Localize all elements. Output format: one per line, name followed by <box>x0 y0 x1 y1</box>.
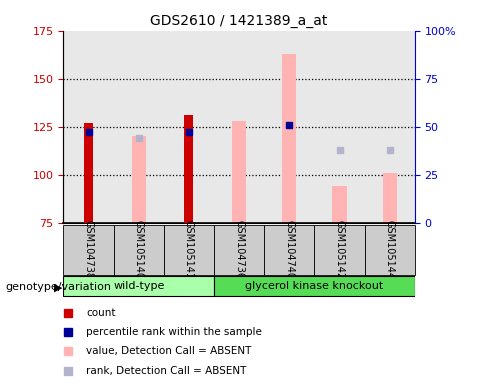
Bar <box>282 54 296 223</box>
FancyBboxPatch shape <box>365 225 415 275</box>
Bar <box>164 31 214 223</box>
FancyBboxPatch shape <box>63 225 114 275</box>
Text: GSM104736: GSM104736 <box>234 220 244 279</box>
Bar <box>332 186 346 223</box>
Bar <box>132 136 146 223</box>
Bar <box>84 123 93 223</box>
Text: GSM105142: GSM105142 <box>334 220 345 279</box>
Text: GSM105144: GSM105144 <box>385 220 395 279</box>
Title: GDS2610 / 1421389_a_at: GDS2610 / 1421389_a_at <box>150 14 328 28</box>
FancyBboxPatch shape <box>164 225 214 275</box>
FancyBboxPatch shape <box>264 225 314 275</box>
Bar <box>114 31 164 223</box>
FancyBboxPatch shape <box>114 225 164 275</box>
Bar <box>314 31 365 223</box>
Text: percentile rank within the sample: percentile rank within the sample <box>86 327 262 337</box>
Text: GSM105140: GSM105140 <box>134 220 144 279</box>
Bar <box>214 31 264 223</box>
FancyBboxPatch shape <box>214 225 264 275</box>
FancyBboxPatch shape <box>314 225 365 275</box>
Text: rank, Detection Call = ABSENT: rank, Detection Call = ABSENT <box>86 366 246 376</box>
Text: glycerol kinase knockout: glycerol kinase knockout <box>245 281 384 291</box>
FancyBboxPatch shape <box>63 276 214 296</box>
Text: GSM104738: GSM104738 <box>83 220 94 279</box>
Bar <box>365 31 415 223</box>
Text: genotype/variation: genotype/variation <box>5 282 111 292</box>
Bar <box>264 31 314 223</box>
Bar <box>184 115 193 223</box>
Text: GSM105141: GSM105141 <box>184 220 194 279</box>
Text: count: count <box>86 308 116 318</box>
Text: GSM104740: GSM104740 <box>285 220 294 279</box>
Text: ▶: ▶ <box>54 282 62 292</box>
Bar <box>63 31 114 223</box>
Text: wild-type: wild-type <box>113 281 164 291</box>
Bar <box>232 121 246 223</box>
FancyBboxPatch shape <box>214 276 415 296</box>
Bar <box>383 173 397 223</box>
Text: value, Detection Call = ABSENT: value, Detection Call = ABSENT <box>86 346 252 356</box>
